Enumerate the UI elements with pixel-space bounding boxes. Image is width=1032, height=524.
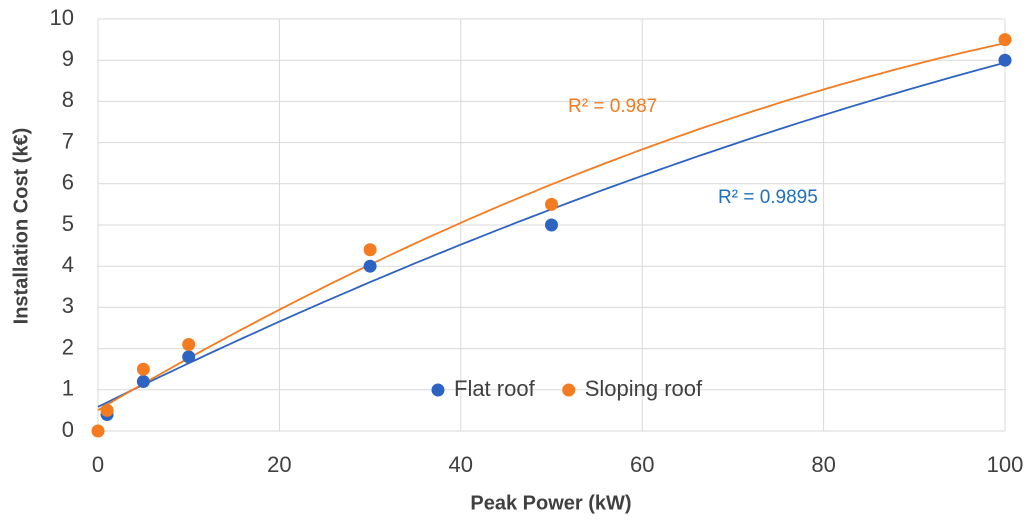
y-tick-label: 5 [62,211,74,236]
trendline [97,61,1006,408]
y-tick-label: 3 [62,293,74,318]
point [363,259,377,273]
point [182,350,196,364]
x-tick-label: 20 [267,452,291,477]
y-tick-label: 2 [62,334,74,359]
point [363,243,377,257]
point [998,53,1012,67]
annotation: R² = 0.987 [568,96,657,117]
legend-label: Sloping roof [585,376,703,401]
point [545,218,558,232]
point [136,362,150,376]
y-axis-label: Installation Cost (k€) [10,128,32,325]
y-tick-label: 8 [62,87,74,112]
point [91,424,105,438]
x-tick-label: 80 [811,452,835,477]
point [545,197,558,211]
point [136,375,150,389]
x-tick-label: 100 [987,452,1024,477]
annotation: R² = 0.9895 [718,187,818,208]
trendline [97,42,1006,411]
point [182,337,196,351]
y-tick-label: 1 [62,376,74,401]
y-tick-label: 4 [62,252,74,277]
legend-marker [562,383,576,397]
x-tick-label: 60 [630,452,654,477]
y-tick-label: 6 [62,170,74,195]
x-axis-label: Peak Power (kW) [470,492,631,514]
y-tick-label: 0 [62,417,74,442]
y-tick-label: 7 [62,128,74,153]
legend-marker [431,383,445,397]
x-tick-label: 0 [92,452,104,477]
legend-label: Flat roof [454,376,536,401]
y-tick-label: 9 [62,46,74,71]
y-tick-label: 10 [50,5,74,30]
point [998,33,1012,47]
point [100,403,114,417]
x-tick-label: 40 [449,452,473,477]
